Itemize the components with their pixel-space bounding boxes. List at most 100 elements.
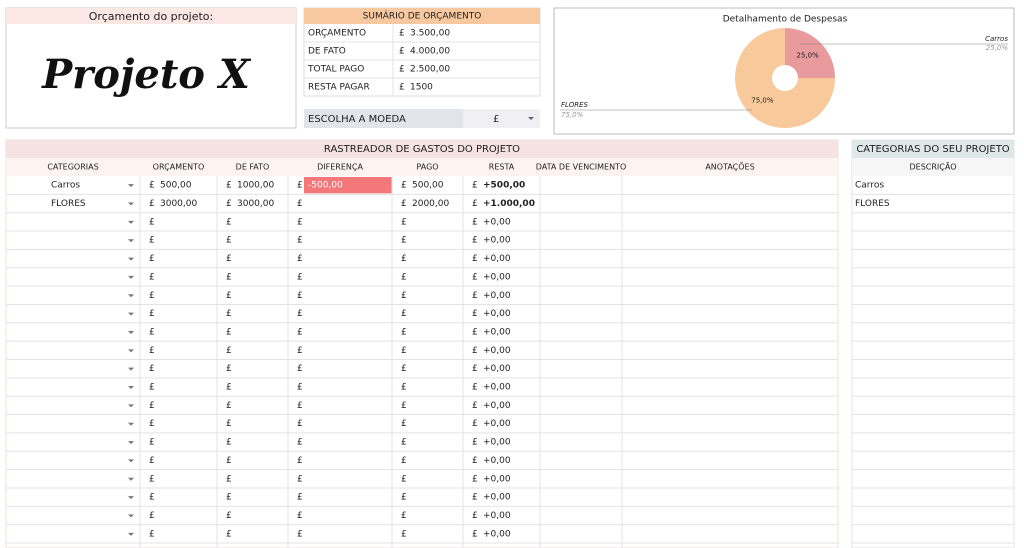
categories-box <box>851 139 1015 548</box>
currency-symbol: £ <box>401 511 407 521</box>
dropdown-arrow[interactable] <box>128 312 134 316</box>
dropdown-arrow[interactable] <box>128 239 134 243</box>
amount-cell: 1000,00 <box>237 181 274 191</box>
amount-cell: +0,00 <box>483 474 511 484</box>
amount-cell: 500,00 <box>160 181 192 191</box>
summary-label: RESTA PAGAR <box>308 83 370 93</box>
currency-symbol: £ <box>401 474 407 484</box>
column-header: DE FATO <box>236 163 270 172</box>
dropdown-arrow[interactable] <box>128 477 134 481</box>
dropdown-arrow[interactable] <box>128 367 134 371</box>
amount-cell: +0,00 <box>483 254 511 264</box>
currency-symbol: £ <box>401 493 407 503</box>
dropdown-arrow[interactable] <box>528 117 534 120</box>
project-header <box>6 8 296 24</box>
currency-symbol: £ <box>149 438 155 448</box>
summary-header <box>304 8 540 24</box>
pie-slice <box>785 28 835 78</box>
dropdown-arrow[interactable] <box>128 514 134 518</box>
currency-symbol: £ <box>226 383 232 393</box>
amount-cell: +0,00 <box>483 529 511 539</box>
currency-symbol: £ <box>226 438 232 448</box>
dropdown-arrow[interactable] <box>128 532 134 536</box>
amount-cell: +0,00 <box>483 217 511 227</box>
categories-column: DESCRIÇÃO <box>909 162 956 172</box>
currency-value[interactable]: £ <box>493 114 499 125</box>
legend-value: 25,0% <box>986 44 1009 52</box>
currency-symbol: £ <box>472 309 478 319</box>
currency-symbol: £ <box>401 438 407 448</box>
currency-symbol: £ <box>149 199 155 209</box>
dropdown-arrow[interactable] <box>128 386 134 390</box>
currency-symbol: £ <box>472 236 478 246</box>
summary-value: 2.500,00 <box>410 65 450 75</box>
summary-label: TOTAL PAGO <box>307 65 364 75</box>
currency-symbol: £ <box>297 419 303 429</box>
column-header: ORÇAMENTO <box>153 163 205 172</box>
currency-symbol: £ <box>226 346 232 356</box>
currency-symbol: £ <box>472 327 478 337</box>
currency-symbol: £ <box>297 401 303 411</box>
currency-symbol: £ <box>399 47 405 57</box>
currency-symbol: £ <box>226 272 232 282</box>
currency-symbol: £ <box>149 529 155 539</box>
amount-cell: +1.000,00 <box>483 199 535 209</box>
dropdown-arrow[interactable] <box>128 294 134 298</box>
dropdown-arrow[interactable] <box>128 349 134 353</box>
amount-cell: +0,00 <box>483 383 511 393</box>
currency-label-cell <box>304 109 463 128</box>
currency-symbol: £ <box>472 272 478 282</box>
currency-symbol: £ <box>472 401 478 411</box>
currency-symbol: £ <box>401 456 407 466</box>
column-header: PAGO <box>416 163 438 172</box>
amount-cell: +0,00 <box>483 438 511 448</box>
currency-symbol: £ <box>401 364 407 374</box>
dropdown-arrow[interactable] <box>128 404 134 408</box>
currency-symbol: £ <box>472 493 478 503</box>
currency-symbol: £ <box>472 419 478 429</box>
dropdown-arrow[interactable] <box>128 257 134 261</box>
currency-symbol: £ <box>297 511 303 521</box>
currency-symbol: £ <box>472 199 478 209</box>
amount-cell: +0,00 <box>483 327 511 337</box>
dropdown-arrow[interactable] <box>128 422 134 426</box>
currency-select[interactable] <box>463 109 540 128</box>
currency-symbol: £ <box>297 438 303 448</box>
project-name: Projeto X <box>41 51 252 98</box>
amount-cell: 3000,00 <box>237 199 274 209</box>
currency-symbol: £ <box>226 474 232 484</box>
currency-symbol: £ <box>472 438 478 448</box>
currency-symbol: £ <box>401 254 407 264</box>
dropdown-arrow[interactable] <box>128 496 134 500</box>
column-header: RESTA <box>489 163 515 172</box>
dropdown-arrow[interactable] <box>128 202 134 206</box>
currency-symbol: £ <box>149 254 155 264</box>
currency-symbol: £ <box>401 217 407 227</box>
tracker-col-header <box>6 158 838 176</box>
dropdown-arrow[interactable] <box>128 220 134 224</box>
summary-label: DE FATO <box>308 47 346 57</box>
dropdown-arrow[interactable] <box>128 459 134 463</box>
categories-col-header <box>852 158 1014 176</box>
dropdown-arrow[interactable] <box>128 330 134 334</box>
currency-symbol: £ <box>472 474 478 484</box>
dropdown-arrow[interactable] <box>128 184 134 188</box>
currency-symbol: £ <box>472 217 478 227</box>
column-header: ANOTAÇÕES <box>705 161 754 172</box>
dropdown-arrow[interactable] <box>128 275 134 279</box>
dropdown-arrow[interactable] <box>128 441 134 445</box>
category-item: Carros <box>855 181 884 191</box>
currency-symbol: £ <box>149 181 155 191</box>
currency-symbol: £ <box>297 327 303 337</box>
currency-symbol: £ <box>226 236 232 246</box>
currency-symbol: £ <box>297 346 303 356</box>
currency-symbol: £ <box>297 474 303 484</box>
legend-value: 75,0% <box>561 111 584 119</box>
currency-symbol: £ <box>226 309 232 319</box>
currency-symbol: £ <box>226 291 232 301</box>
currency-symbol: £ <box>472 364 478 374</box>
amount-cell: +0,00 <box>483 456 511 466</box>
currency-symbol: £ <box>401 272 407 282</box>
currency-symbol: £ <box>226 456 232 466</box>
